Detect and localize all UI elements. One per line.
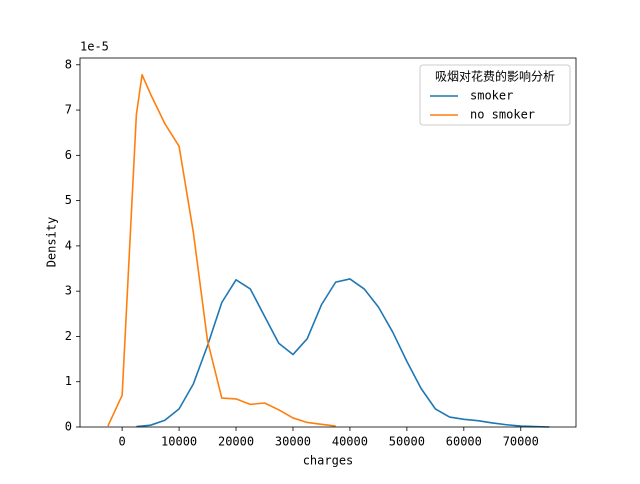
y-axis-label: Density <box>45 217 59 268</box>
x-tick-label: 60000 <box>446 435 482 449</box>
y-tick-label: 0 <box>65 420 72 434</box>
plot-frame <box>79 57 577 428</box>
legend-label: no smoker <box>470 108 535 122</box>
density-line <box>136 278 550 428</box>
y-tick-label: 2 <box>65 329 72 343</box>
legend-box <box>419 64 571 126</box>
y-tick-label: 3 <box>65 284 72 298</box>
y-tick-label: 8 <box>65 57 72 71</box>
x-tick-label: 40000 <box>332 435 368 449</box>
x-axis-label: charges <box>303 454 354 468</box>
x-tick-label: 50000 <box>389 435 425 449</box>
y-tick-label: 4 <box>65 238 72 252</box>
y-tick-label: 1 <box>65 374 72 388</box>
y-tick-label: 5 <box>65 193 72 207</box>
x-tick-label: 70000 <box>503 435 539 449</box>
y-tick-label: 7 <box>65 103 72 117</box>
x-tick-label: 10000 <box>161 435 197 449</box>
y-offset-label: 1e-5 <box>80 40 109 54</box>
x-tick-label: 30000 <box>275 435 311 449</box>
x-tick-label: 20000 <box>218 435 254 449</box>
legend-title: 吸烟对花费的影响分析 <box>435 69 555 84</box>
y-tick-label: 6 <box>65 148 72 162</box>
x-tick-label: 0 <box>119 435 126 449</box>
legend-label: smoker <box>470 89 513 103</box>
density-line <box>107 73 336 427</box>
